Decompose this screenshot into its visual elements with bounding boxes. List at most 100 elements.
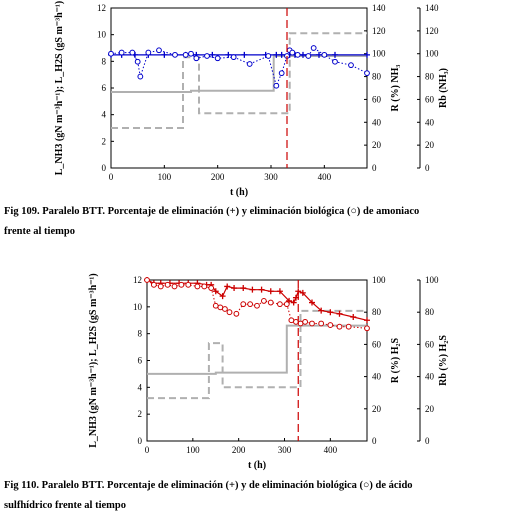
y-right2-axis-title: Rb (NH₃) <box>438 68 449 108</box>
series-bio-removal-point <box>336 323 343 330</box>
series-bio-removal-point <box>188 50 194 57</box>
series-bio-removal-point <box>348 62 354 69</box>
y-right-tick-label: 60 <box>372 339 382 349</box>
series-removal-point <box>327 309 334 316</box>
series-bio-removal-point <box>137 73 144 80</box>
series-bio-removal-point <box>288 317 295 324</box>
series-bio-removal-point <box>247 301 254 308</box>
y-left-tick-label: 10 <box>97 30 107 40</box>
y-left-axis-title: L_NH3 (gN m⁻³h⁻¹); L_H2S (gS m⁻³h⁻¹) <box>54 1 65 176</box>
series-load-h2s-line <box>111 32 367 129</box>
series-removal-point <box>240 285 247 292</box>
series-removal-point <box>309 299 315 306</box>
y-right2-tick-label: 40 <box>425 372 435 382</box>
series-bio-removal-point <box>217 304 224 311</box>
series-removal-point <box>290 299 297 306</box>
series-removal-point <box>209 51 216 58</box>
figure-110-caption: Fig 110. Paralelo BTT. Porcentaje de eli… <box>4 476 516 516</box>
series-removal-point <box>318 307 325 314</box>
series-bio-removal-point <box>265 53 272 59</box>
series-bio-removal-point <box>171 283 178 290</box>
series-bio-removal-point <box>164 281 171 288</box>
series-bio-removal-point <box>260 298 267 304</box>
y-right-axis-title: R (%) H₂S <box>390 337 401 383</box>
series-removal-point <box>278 51 285 58</box>
y-left-tick-label: 6 <box>102 83 107 93</box>
y-left-tick-label: 0 <box>102 163 107 173</box>
series-bio-removal-point <box>145 49 152 56</box>
series-removal-point <box>231 285 238 292</box>
y-right-tick-label: 120 <box>372 26 386 36</box>
series-bio-removal-point <box>208 285 215 291</box>
series-bio-removal-point <box>305 53 312 59</box>
series-bio-removal-point <box>278 70 285 77</box>
series-bio-removal-point <box>233 310 240 317</box>
y-right2-tick-label: 40 <box>425 117 435 127</box>
y-right2-tick-label: 100 <box>425 275 439 285</box>
caption-109-line2: frente al tiempo <box>4 226 75 237</box>
series-removal-point <box>336 310 343 317</box>
series-bio-removal-point <box>293 318 299 325</box>
series-bio-removal-point <box>246 61 253 67</box>
series-bio-removal-point <box>185 281 192 288</box>
series-bio-removal-point <box>289 49 296 56</box>
y-right2-tick-label: 140 <box>425 3 439 13</box>
y-right-tick-label: 20 <box>372 140 382 150</box>
y-right-axis-title: R (%) NH₃ <box>390 65 401 112</box>
y-right-tick-label: 0 <box>372 436 377 446</box>
x-tick-label: 400 <box>318 172 332 182</box>
x-tick-label: 200 <box>211 172 225 182</box>
series-removal-point <box>212 288 219 295</box>
y-right-tick-label: 100 <box>372 275 386 285</box>
series-bio-removal-point <box>332 58 338 65</box>
series-bio-removal-point <box>172 51 178 58</box>
series-removal-point <box>219 293 226 300</box>
y-right2-axis-title: Rb (%) H₂S <box>438 335 449 386</box>
series-removal-point <box>273 51 280 58</box>
series-load-nh3-line <box>111 55 367 93</box>
y-right-tick-label: 100 <box>372 49 386 59</box>
series-bio-removal-point <box>277 301 283 308</box>
series-bio-removal-point <box>182 51 189 58</box>
series-removal-point <box>316 51 322 58</box>
series-bio-removal-point <box>129 49 136 56</box>
series-removal-point <box>332 51 338 58</box>
series-bio-removal-point <box>273 82 280 89</box>
series-bio-removal-point <box>302 318 309 325</box>
y-right2-tick-label: 100 <box>425 49 439 59</box>
series-bio-removal-point <box>321 51 328 58</box>
series-removal-point <box>249 286 256 293</box>
series-bio-removal-point <box>345 323 352 330</box>
x-tick-label: 300 <box>278 445 292 455</box>
y-right2-tick-label: 20 <box>425 404 435 414</box>
y-left-tick-label: 6 <box>138 356 143 366</box>
series-bio-removal-point <box>204 53 210 59</box>
series-removal-point <box>364 317 370 324</box>
x-tick-label: 200 <box>232 445 246 455</box>
x-tick-label: 0 <box>145 445 150 455</box>
series-removal-point <box>224 283 231 290</box>
y-right-tick-label: 20 <box>372 404 382 414</box>
series-bio-removal-point <box>364 70 370 77</box>
series-removal-point <box>225 51 232 58</box>
y-right-tick-label: 80 <box>372 72 382 82</box>
series-bio-removal-point <box>310 45 317 51</box>
y-left-tick-label: 12 <box>97 3 106 13</box>
series-bio-removal-line <box>146 279 368 329</box>
series-removal-point <box>364 51 370 58</box>
y-left-tick-label: 8 <box>138 329 143 339</box>
series-bio-removal-point <box>193 55 200 62</box>
y-left-tick-label: 8 <box>102 56 107 66</box>
y-right2-tick-label: 120 <box>425 26 439 36</box>
y-right2-tick-label: 60 <box>425 339 435 349</box>
series-bio-removal-point <box>214 55 221 62</box>
y-right2-tick-label: 0 <box>425 436 430 446</box>
series-bio-removal-point <box>267 299 274 306</box>
series-bio-removal-point <box>297 320 304 327</box>
series-removal-point <box>350 314 357 321</box>
y-left-tick-label: 4 <box>138 382 143 392</box>
x-tick-label: 400 <box>324 445 338 455</box>
series-bio-removal-point <box>364 325 370 332</box>
series-bio-removal-point <box>309 320 315 327</box>
